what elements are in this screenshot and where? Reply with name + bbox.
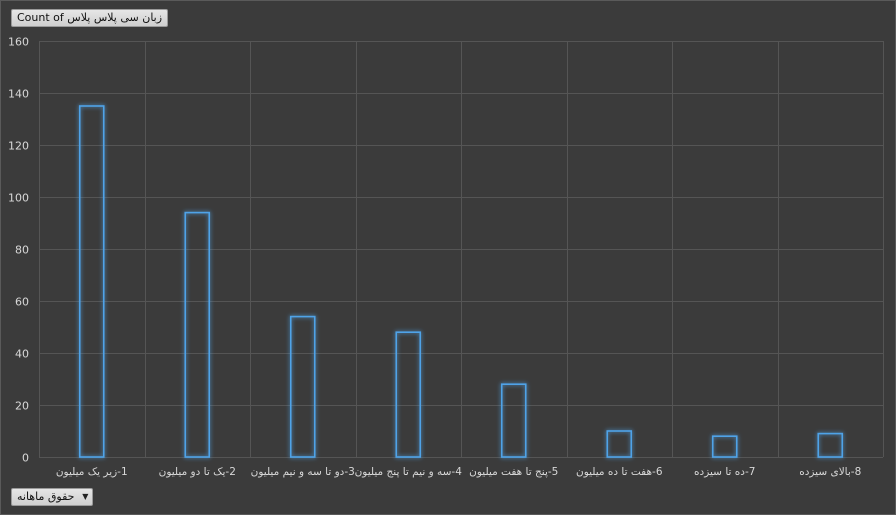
bar[interactable] <box>711 435 738 458</box>
x-category-label: 4-سه و نیم تا پنج میلیون <box>355 466 463 478</box>
bar[interactable] <box>78 105 105 458</box>
bar[interactable] <box>606 430 633 458</box>
chevron-down-icon: ▼ <box>82 492 89 501</box>
x-axis-categories: 1-زیر یک میلیون 2-یک تا دو میلیون 3-دو تا … <box>56 466 861 478</box>
bar[interactable] <box>500 383 527 458</box>
y-axis-ticks: 0 20 40 60 80 100 120 140 160 <box>8 36 29 465</box>
y-tick-label: 120 <box>8 140 29 153</box>
x-category-label: 8-بالای سیزده <box>799 466 861 478</box>
y-tick-label: 80 <box>15 244 29 257</box>
y-tick-label: 140 <box>8 88 29 101</box>
x-category-label: 6-هفت تا ده میلیون <box>576 466 663 478</box>
value-field-button[interactable]: Count of زبان سی پلاس پلاس <box>11 9 169 27</box>
bar[interactable] <box>184 211 211 458</box>
y-tick-label: 40 <box>15 348 29 361</box>
axis-field-dropdown[interactable]: حقوق ماهانه ▼ <box>11 488 94 506</box>
x-category-label: 3-دو تا سه و نیم میلیون <box>251 466 355 478</box>
bar[interactable] <box>817 432 844 458</box>
y-tick-label: 60 <box>15 296 29 309</box>
axis-field-label: حقوق ماهانه <box>17 490 75 503</box>
bars <box>78 105 844 458</box>
y-tick-label: 0 <box>22 452 29 465</box>
x-category-label: 5-پنج تا هفت میلیون <box>469 466 558 478</box>
bar[interactable] <box>289 315 316 458</box>
x-category-label: 7-ده تا سیزده <box>694 466 755 478</box>
y-tick-label: 20 <box>15 400 29 413</box>
y-tick-label: 160 <box>8 36 29 49</box>
x-category-label: 2-یک تا دو میلیون <box>159 466 236 478</box>
bar[interactable] <box>395 331 422 458</box>
gridlines <box>39 41 884 458</box>
y-tick-label: 100 <box>8 192 29 205</box>
x-category-label: 1-زیر یک میلیون <box>56 466 128 478</box>
